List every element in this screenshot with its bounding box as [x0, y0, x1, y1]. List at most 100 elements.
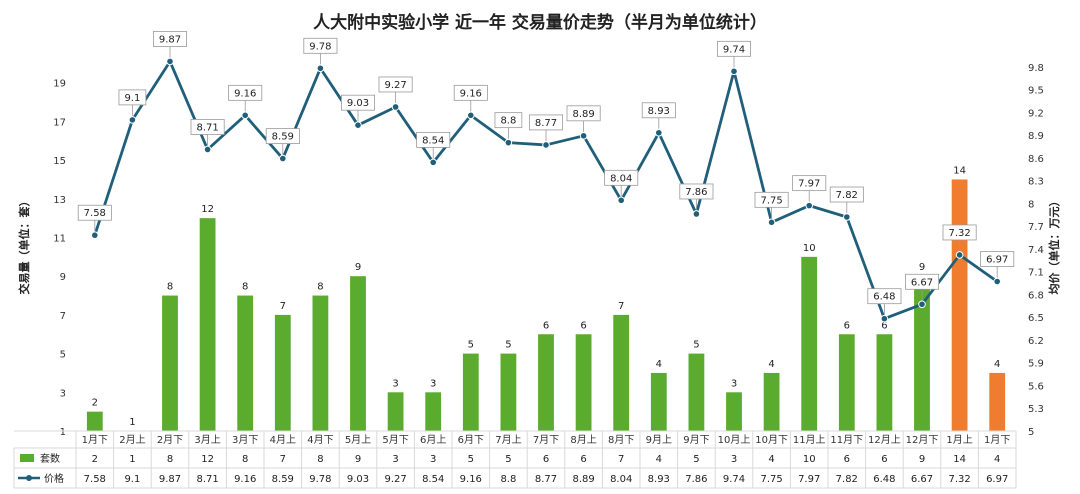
x-category-label: 6月下 [458, 434, 484, 446]
table-price-cell: 9.27 [384, 474, 406, 485]
table-volume-cell: 8 [167, 454, 173, 465]
table-volume-cell: 14 [953, 454, 966, 465]
legend-volume-label: 套数 [40, 452, 60, 465]
price-label: 7.75 [760, 195, 782, 206]
y-left-tick-label: 15 [53, 156, 66, 167]
table-price-cell: 6.97 [986, 474, 1008, 485]
price-point [918, 300, 926, 309]
table-volume-cell: 2 [92, 454, 98, 465]
price-point [579, 132, 588, 140]
y-right-tick-label: 8 [1028, 199, 1034, 210]
y-left-tick-label: 11 [53, 234, 66, 245]
y-right-tick-label: 6.8 [1028, 290, 1044, 301]
price-label: 6.48 [873, 292, 895, 303]
price-label: 7.82 [836, 190, 858, 201]
table-volume-cell: 3 [731, 454, 737, 465]
price-point [429, 158, 438, 167]
x-category-label: 8月下 [608, 434, 634, 446]
price-point [767, 218, 776, 227]
volume-bar-label: 5 [468, 340, 474, 351]
price-point [91, 231, 99, 240]
volume-bar-label: 7 [618, 301, 624, 312]
volume-bar [650, 372, 667, 431]
volume-bar [425, 392, 442, 431]
volume-bar [801, 256, 818, 431]
table-volume-cell: 4 [656, 454, 662, 465]
y-right-tick-label: 9.8 [1028, 63, 1044, 74]
volume-bar-label: 6 [543, 320, 549, 331]
table-volume-cell: 8 [242, 454, 248, 465]
table-volume-cell: 9 [355, 454, 361, 465]
x-category-label: 11月下 [830, 434, 863, 446]
price-point [166, 57, 174, 66]
bars-group: 2 1 8 12 8 7 8 9 3 3 5 5 6 6 7 4 5 3 4 10 6 6 9 14 4 [86, 165, 1006, 431]
table-volume-cell: 7 [280, 454, 286, 465]
price-point [843, 213, 851, 221]
x-category-label: 2月上 [119, 434, 145, 446]
volume-bar-label: 10 [803, 243, 816, 254]
x-category-label: 5月下 [382, 434, 408, 446]
y-right-tick-label: 7.1 [1028, 268, 1044, 279]
price-label: 8.77 [535, 118, 557, 129]
price-line-group: 7.58 9.1 9.87 8.71 9.16 8.59 9.78 9.03 9.27 8.54 9… [77, 31, 1015, 323]
x-category-label: 4月下 [307, 434, 333, 446]
price-label: 6.67 [911, 277, 933, 288]
table-price-cell: 7.58 [84, 474, 106, 485]
table-volume-cell: 9 [919, 454, 925, 465]
y-left-tick-label: 13 [53, 195, 66, 206]
x-category-label: 10月上 [718, 434, 751, 446]
table-volume-cell: 4 [768, 454, 774, 465]
price-point [241, 111, 249, 120]
table-volume-cell: 7 [618, 454, 624, 465]
table-price-cell: 8.93 [648, 474, 670, 485]
table-price-cell: 8.77 [535, 474, 557, 485]
table-price-cell: 9.16 [460, 474, 482, 485]
price-label: 9.27 [384, 80, 406, 91]
price-point [467, 111, 475, 120]
volume-bar-label: 9 [919, 262, 925, 273]
chart-title: 人大附中实验小学 近一年 交易量价走势（半月为单位统计） [313, 12, 767, 33]
x-category-label: 12月下 [906, 434, 939, 446]
volume-bar [237, 295, 254, 431]
price-point [617, 196, 626, 205]
price-point [805, 201, 814, 210]
volume-bar [86, 411, 103, 431]
volume-bar [838, 334, 855, 431]
price-label: 9.87 [159, 34, 181, 45]
table-price-cell: 6.67 [911, 474, 933, 485]
price-label: 7.58 [84, 208, 106, 219]
price-label: 8.89 [572, 109, 594, 120]
y-left-tick-label: 7 [60, 311, 66, 322]
volume-bar-label: 9 [355, 262, 361, 273]
price-point [993, 277, 1002, 286]
volume-bar [162, 295, 178, 431]
price-label: 8.54 [422, 135, 444, 146]
price-label: 9.74 [723, 44, 745, 55]
table-volume-cell: 1 [129, 454, 135, 465]
x-category-label: 3月下 [232, 434, 258, 446]
price-point [128, 116, 137, 124]
y-left-tick-label: 5 [60, 350, 66, 361]
y-right-tick-label: 8.9 [1028, 131, 1044, 142]
x-category-label: 7月上 [495, 434, 521, 446]
x-category-label: 4月上 [270, 434, 296, 446]
y-right-tick-label: 9.2 [1028, 108, 1044, 119]
volume-bar-label: 14 [953, 165, 966, 176]
table-price-cell: 9.16 [234, 474, 256, 485]
price-point [655, 128, 663, 137]
x-category-label: 8月上 [570, 434, 596, 446]
price-point [692, 210, 701, 218]
y-left-tick-label: 1 [60, 427, 66, 438]
table-price-cell: 7.97 [798, 474, 820, 485]
volume-bar [763, 372, 780, 431]
x-category-label: 3月上 [194, 434, 220, 446]
table-price-cell: 9.1 [124, 474, 140, 485]
volume-bar [613, 314, 630, 431]
table-price-cell: 8.54 [422, 474, 444, 485]
x-category-label: 10月下 [755, 434, 788, 446]
y-right-tick-label: 5.6 [1028, 381, 1044, 392]
price-point [279, 154, 287, 163]
table-price-cell: 8.71 [196, 474, 218, 485]
